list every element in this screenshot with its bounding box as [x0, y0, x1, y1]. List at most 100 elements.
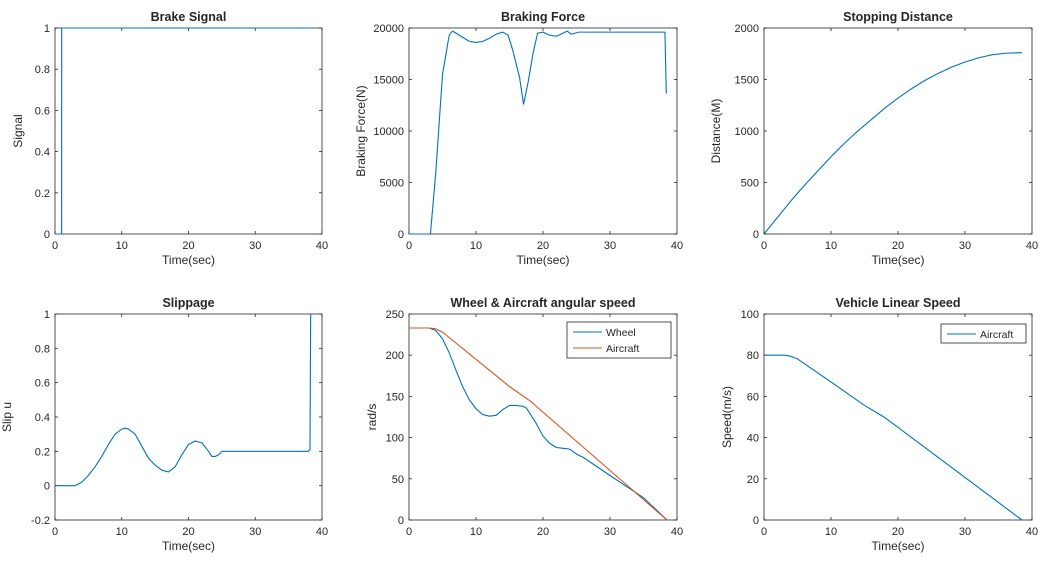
- subplot-2: 0 10 20 30 40 0 5000 10000 15000 20000 Braking For…: [354, 10, 683, 267]
- x-tick-label: 10: [470, 240, 482, 252]
- y-tick-label: 150: [386, 391, 404, 403]
- x-tick-label: 10: [470, 526, 482, 538]
- y-tick-label: 0.6: [35, 378, 50, 390]
- y-axis-label: Braking Force(N): [354, 85, 368, 176]
- chart-title: Stopping Distance: [843, 10, 953, 24]
- y-tick-label: 50: [392, 474, 404, 486]
- x-tick-label: 0: [52, 526, 58, 538]
- legend-label: Aircraft: [980, 329, 1013, 341]
- y-tick-label: 500: [741, 178, 759, 190]
- plot-area: [763, 313, 1033, 521]
- y-tick-label: 2000: [735, 23, 759, 35]
- y-tick-label: 0: [753, 229, 759, 241]
- x-tick-label: 0: [761, 526, 767, 538]
- chart-title: Braking Force: [501, 10, 585, 24]
- chart-title: Wheel & Aircraft angular speed: [451, 296, 636, 310]
- chart-title: Brake Signal: [151, 10, 227, 24]
- series-line-1: [409, 30, 667, 235]
- y-tick-label: -0.2: [31, 515, 50, 527]
- series-line-aircraft: [409, 327, 668, 521]
- plot-area: [763, 27, 1033, 235]
- series-line-aircraft: [764, 354, 1023, 521]
- y-tick-label: 40: [747, 433, 759, 445]
- subplot-4: 0 10 20 30 40-0.200.20.40.60.81SlippageTime(…: [0, 296, 328, 553]
- x-tick-label: 20: [537, 526, 549, 538]
- x-axis-label: Time(sec): [872, 253, 925, 267]
- y-axis-label: Distance(M): [709, 99, 723, 164]
- legend: Aircraft: [940, 323, 1027, 344]
- x-tick-label: 0: [52, 240, 58, 252]
- x-tick-label: 0: [406, 526, 412, 538]
- y-tick-label: 0.4: [35, 412, 50, 424]
- subplot-6: 0 10 20 30 40 0 20 40 60 80 100 Vehicle Linear Spee…: [720, 296, 1038, 553]
- y-tick-label: 20000: [373, 23, 404, 35]
- y-axis-label: Slip u: [0, 402, 14, 432]
- subplot-3: 0 10 20 30 40 0 500 1000 1500 2000 Stopping Distan…: [709, 10, 1038, 267]
- subplot-5: 0 10 20 30 40 0 50 100 150 200 250 Wheel & Aircraft…: [365, 296, 683, 538]
- chart-title: Vehicle Linear Speed: [835, 296, 960, 310]
- x-tick-label: 20: [892, 526, 904, 538]
- x-tick-label: 40: [316, 240, 328, 252]
- y-tick-label: 0.8: [35, 64, 50, 76]
- series-line-wheel: [409, 327, 668, 521]
- x-axis-label: Time(sec): [872, 539, 925, 553]
- x-tick-label: 20: [182, 526, 194, 538]
- legend-box: [566, 321, 672, 359]
- x-axis-label: Time(sec): [162, 253, 215, 267]
- legend-box: [940, 323, 1027, 344]
- y-tick-label: 0.4: [35, 147, 50, 159]
- y-tick-label: 20: [747, 474, 759, 486]
- y-tick-label: 80: [747, 350, 759, 362]
- y-axis-label: Speed(m/s): [720, 386, 734, 448]
- x-tick-label: 30: [249, 526, 261, 538]
- x-tick-label: 40: [1026, 240, 1038, 252]
- plot-area: [408, 27, 678, 235]
- subplot-1: 0 10 20 30 40 0 0.2 0.4 0.6 0.8 1 Brake Signal Time(…: [11, 10, 328, 267]
- y-tick-label: 0.6: [35, 105, 50, 117]
- x-tick-label: 40: [671, 240, 683, 252]
- y-tick-label: 100: [741, 309, 759, 321]
- y-tick-label: 0.2: [35, 446, 50, 458]
- legend-label: Wheel: [606, 327, 636, 339]
- x-tick-label: 20: [182, 240, 194, 252]
- y-tick-label: 0.2: [35, 188, 50, 200]
- plot-area: [54, 313, 323, 521]
- x-tick-label: 40: [1026, 526, 1038, 538]
- y-tick-label: 15000: [373, 75, 404, 87]
- y-tick-label: 5000: [380, 178, 404, 190]
- y-tick-label: 1000: [735, 126, 759, 138]
- x-tick-label: 30: [959, 526, 971, 538]
- legend-label: Aircraft: [606, 343, 639, 355]
- y-axis-label: Signal: [11, 114, 25, 147]
- y-tick-label: 1500: [735, 75, 759, 87]
- plot-area: [54, 27, 323, 235]
- y-tick-label: 0: [398, 515, 404, 527]
- series-line-1: [764, 52, 1022, 235]
- y-tick-label: 100: [386, 433, 404, 445]
- legend: Wheel Aircraft: [566, 321, 672, 359]
- y-tick-label: 0: [44, 229, 50, 241]
- y-tick-label: 1: [44, 309, 50, 321]
- x-tick-label: 30: [959, 240, 971, 252]
- x-tick-label: 10: [825, 240, 837, 252]
- x-tick-label: 20: [892, 240, 904, 252]
- x-axis-label: Time(sec): [517, 253, 570, 267]
- y-tick-label: 10000: [373, 126, 404, 138]
- x-tick-label: 10: [116, 240, 128, 252]
- x-tick-label: 40: [671, 526, 683, 538]
- y-tick-label: 0: [753, 515, 759, 527]
- x-tick-label: 0: [761, 240, 767, 252]
- y-tick-label: 60: [747, 391, 759, 403]
- x-tick-label: 40: [316, 526, 328, 538]
- y-tick-label: 0.8: [35, 343, 50, 355]
- y-tick-label: 250: [386, 309, 404, 321]
- y-tick-label: 0: [44, 481, 50, 493]
- x-axis-label: Time(sec): [162, 539, 215, 553]
- y-tick-label: 1: [44, 23, 50, 35]
- x-tick-label: 20: [537, 240, 549, 252]
- x-tick-label: 10: [116, 526, 128, 538]
- y-tick-label: 0: [398, 229, 404, 241]
- series-line-1: [55, 27, 312, 235]
